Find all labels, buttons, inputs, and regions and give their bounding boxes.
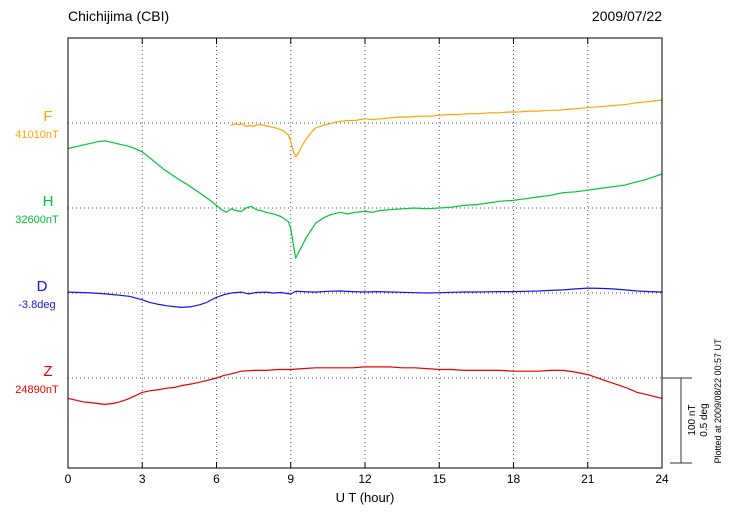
x-axis-title: U T (hour) [335, 490, 395, 505]
x-tick-label: 18 [506, 472, 521, 486]
x-tick-label: 0 [64, 472, 72, 486]
series-baseline-H: 32600nT [15, 214, 59, 226]
x-tick-label: 15 [432, 472, 446, 486]
x-tick-label: 21 [581, 472, 595, 486]
series-baseline-F: 41010nT [15, 129, 59, 141]
series-letter-H: H [42, 193, 54, 210]
trace-H [67, 140, 663, 259]
scale-bar-deg-value: 0.5 deg [699, 403, 710, 437]
x-tick-label: 12 [358, 472, 372, 486]
series-baseline-D: -3.8deg [18, 299, 56, 311]
series-letter-Z: Z [43, 363, 53, 380]
series-baseline-Z: 24890nT [15, 384, 59, 396]
trace-F [230, 99, 663, 158]
scale-bar-nt-value: 100 nT [687, 404, 698, 436]
x-tick-label: 6 [213, 472, 220, 486]
trace-D [67, 287, 663, 308]
series-letter-F: F [43, 108, 53, 125]
x-tick-label: 3 [138, 472, 146, 486]
scale-bar-label: 100 nT 0.5 deg [687, 396, 713, 444]
plotted-at-note: Plotted at 2009/08/22 00:57 UT [713, 338, 723, 464]
x-tick-label: 9 [287, 472, 295, 486]
x-tick-label: 24 [655, 472, 669, 486]
station-title: Chichijima (CBI) [68, 8, 170, 24]
series-letter-D: D [36, 278, 48, 295]
trace-Z [67, 366, 663, 405]
date-label: 2009/07/22 [591, 8, 662, 24]
